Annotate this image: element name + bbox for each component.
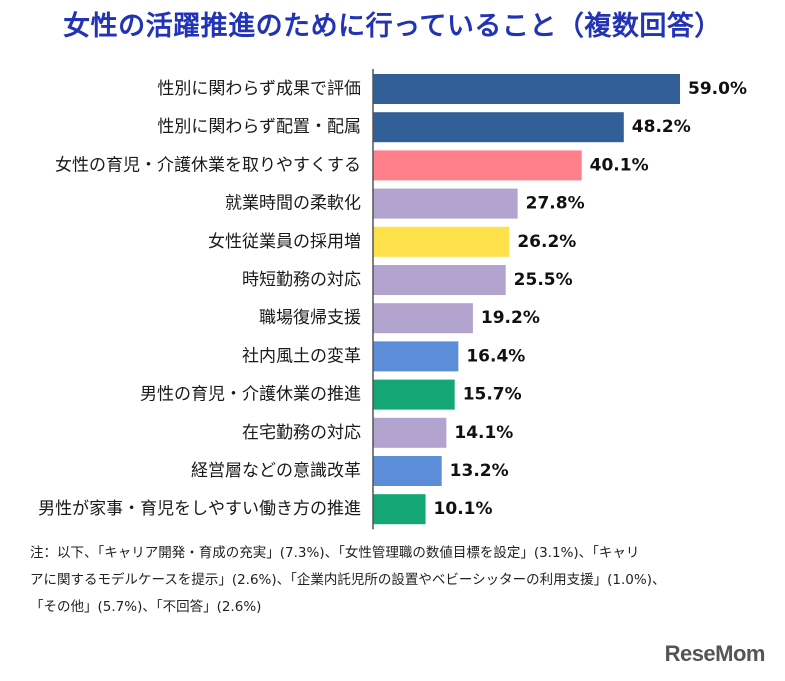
bar [373,227,509,257]
value-label: 13.2% [450,461,509,481]
bar [373,112,624,142]
value-label: 15.7% [463,385,522,405]
value-label: 48.2% [632,117,691,137]
value-label: 16.4% [466,346,525,366]
resemom-logo: ReseMom [665,641,765,667]
category-label: 社内風土の変革 [242,346,361,366]
category-label: 時短勤務の対応 [242,270,361,290]
category-label: 経営層などの意識改革 [191,461,361,481]
bar [373,341,458,371]
footnote-line: 「その他」(5.7%)、「不回答」(2.6%) [30,594,765,621]
bar [373,74,680,104]
category-label: 性別に関わらず成果で評価 [157,79,361,99]
category-label: 在宅勤務の対応 [242,423,361,443]
bar [373,150,582,180]
value-label: 19.2% [481,308,540,328]
bar [373,456,442,486]
value-label: 14.1% [454,423,513,443]
category-label: 就業時間の柔軟化 [225,194,361,214]
value-label: 27.8% [526,194,585,214]
value-label: 40.1% [590,155,649,175]
bar [373,380,455,410]
value-label: 10.1% [434,499,493,519]
bar [373,418,446,448]
bar [373,494,426,524]
footnote-line: アに関するモデルケースを提示」(2.6%)、「企業内託児所の設置やベビーシッター… [30,567,765,594]
footnote: 注：以下、「キャリア開発・育成の充実」(7.3%)、「女性管理職の数値目標を設定… [30,540,765,621]
value-label: 59.0% [688,79,747,99]
category-label: 女性従業員の採用増 [208,232,361,252]
bar [373,265,506,295]
category-label: 男性が家事・育児をしやすい働き方の推進 [38,499,361,519]
bar [373,303,473,333]
category-label: 女性の育児・介護休業を取りやすくする [55,155,361,175]
bar [373,189,518,219]
value-label: 26.2% [517,232,576,252]
bar-chart: 性別に関わらず成果で評価 59.0% 性別に関わらず配置・配属 48.2% 女性の育児・… [0,0,785,540]
value-label: 25.5% [514,270,573,290]
category-label: 職場復帰支援 [259,308,361,328]
category-label: 男性の育児・介護休業の推進 [140,385,361,405]
category-label: 性別に関わらず配置・配属 [157,117,361,137]
footnote-line: 注：以下、「キャリア開発・育成の充実」(7.3%)、「女性管理職の数値目標を設定… [30,540,765,567]
